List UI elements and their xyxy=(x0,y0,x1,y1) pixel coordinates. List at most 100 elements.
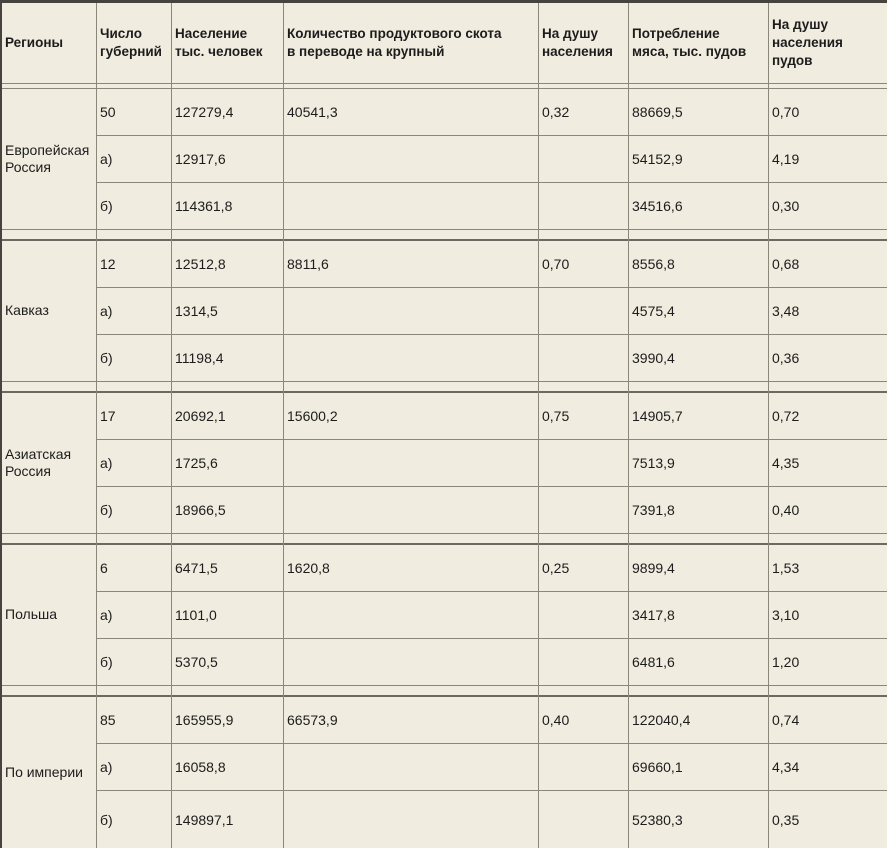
data-cell: б) xyxy=(100,198,113,214)
data-cell: 6481,6 xyxy=(632,654,675,670)
column-divider xyxy=(171,3,172,848)
table-row: б) 5370,5 6481,6 1,20 xyxy=(96,638,887,685)
data-cell: 7513,9 xyxy=(632,455,675,471)
region-group-caucasus: Кавказ 12 12512,8 8811,6 0,70 8556,8 0,6… xyxy=(2,239,887,382)
data-cell: 127279,4 xyxy=(175,104,234,120)
data-cell: 14905,7 xyxy=(632,408,683,424)
data-cell: 0,74 xyxy=(772,712,800,728)
data-cell: 0,68 xyxy=(772,256,800,272)
data-cell: 0,40 xyxy=(542,712,570,728)
data-cell: а) xyxy=(100,759,113,775)
column-divider xyxy=(768,3,769,848)
data-cell: а) xyxy=(100,303,113,319)
data-cell: 0,40 xyxy=(772,502,800,518)
table-row: б) 114361,8 34516,6 0,30 xyxy=(96,182,887,229)
data-cell: 18966,5 xyxy=(175,502,226,518)
data-cell xyxy=(283,288,538,334)
data-cell: 88669,5 xyxy=(632,104,683,120)
data-cell: 12 xyxy=(100,256,116,272)
data-cell: а) xyxy=(100,151,113,167)
header-cell-population: Население тыс. человек xyxy=(175,26,263,59)
table-row: а) 1725,6 7513,9 4,35 xyxy=(96,439,887,486)
data-cell: 1314,5 xyxy=(175,303,218,319)
table-row: б) 149897,1 52380,3 0,35 xyxy=(96,790,887,848)
data-cell: 1620,8 xyxy=(287,560,330,576)
table-row: б) 11198,4 3990,4 0,36 xyxy=(96,334,887,381)
table-row: а) 12917,6 54152,9 4,19 xyxy=(96,135,887,182)
data-cell xyxy=(538,440,628,486)
table-row: 85 165955,9 66573,9 0,40 122040,4 0,74 xyxy=(96,697,887,743)
header-cell-provinces-count: Число губерний xyxy=(100,26,162,59)
data-cell xyxy=(283,791,538,848)
data-cell: 4,34 xyxy=(772,759,800,775)
data-cell: 4,19 xyxy=(772,151,800,167)
data-cell xyxy=(538,136,628,182)
data-cell: 52380,3 xyxy=(632,811,683,828)
data-cell: 0,25 xyxy=(542,560,570,576)
region-group-european-russia: Европейская Россия 50 127279,4 40541,3 0… xyxy=(2,88,887,230)
data-cell: 3,48 xyxy=(772,303,800,319)
table-row: а) 1314,5 4575,4 3,48 xyxy=(96,287,887,334)
data-cell: 0,30 xyxy=(772,198,800,214)
data-cell xyxy=(283,487,538,533)
header-cell-regions: Регионы xyxy=(5,35,64,51)
data-cell: 122040,4 xyxy=(632,712,691,728)
data-cell: 5370,5 xyxy=(175,654,218,670)
data-cell: 17 xyxy=(100,408,116,424)
column-divider xyxy=(283,3,284,848)
data-cell: 4575,4 xyxy=(632,303,675,319)
data-cell: 1725,6 xyxy=(175,455,218,471)
region-cell: По империи xyxy=(5,763,83,780)
data-cell xyxy=(538,639,628,685)
data-cell: б) xyxy=(100,654,113,670)
data-cell xyxy=(283,744,538,790)
data-cell: 3,10 xyxy=(772,607,800,623)
data-cell: а) xyxy=(100,607,113,623)
data-cell: 3417,8 xyxy=(632,607,675,623)
data-cell xyxy=(538,335,628,381)
data-cell: 20692,1 xyxy=(175,408,226,424)
data-cell: 8556,8 xyxy=(632,256,675,272)
data-cell: 0,35 xyxy=(772,811,800,828)
data-cell: 85 xyxy=(100,712,116,728)
data-cell xyxy=(283,335,538,381)
data-cell xyxy=(283,183,538,229)
region-cell: Польша xyxy=(5,606,58,623)
header-cell-percapita-livestock: На душу населения xyxy=(542,26,613,59)
table-row: 50 127279,4 40541,3 0,32 88669,5 0,70 xyxy=(96,89,887,135)
table-row: б) 18966,5 7391,8 0,40 xyxy=(96,486,887,533)
data-cell: 12917,6 xyxy=(175,151,226,167)
data-cell xyxy=(538,183,628,229)
data-cell xyxy=(538,592,628,638)
data-cell: 66573,9 xyxy=(287,712,338,728)
data-cell: 0,75 xyxy=(542,408,570,424)
data-cell: 3990,4 xyxy=(632,350,675,366)
data-cell xyxy=(538,744,628,790)
data-cell: 11198,4 xyxy=(175,350,224,366)
data-cell: 165955,9 xyxy=(175,712,234,728)
data-cell: 114361,8 xyxy=(175,198,233,214)
region-cell: Кавказ xyxy=(5,302,49,319)
data-cell: 4,35 xyxy=(772,455,800,471)
column-divider xyxy=(628,3,629,848)
data-cell: 15600,2 xyxy=(287,408,338,424)
data-cell: 0,32 xyxy=(542,104,570,120)
header-cell-livestock: Количество продуктового скота в переводе… xyxy=(287,26,502,59)
data-cell: 0,70 xyxy=(542,256,570,272)
data-cell xyxy=(283,440,538,486)
data-cell xyxy=(283,639,538,685)
column-divider xyxy=(96,3,97,848)
table-row: а) 16058,8 69660,1 4,34 xyxy=(96,743,887,790)
data-cell: 1,53 xyxy=(772,560,800,576)
table-row: 17 20692,1 15600,2 0,75 14905,7 0,72 xyxy=(96,393,887,439)
data-cell: 7391,8 xyxy=(632,502,675,518)
header-cell-percapita-poods: На душу населения пудов xyxy=(772,17,843,68)
region-group-empire-total: По империи 85 165955,9 66573,9 0,40 1220… xyxy=(2,695,887,848)
data-cell: 149897,1 xyxy=(175,811,234,828)
data-cell: а) xyxy=(100,455,113,471)
data-cell: 1,20 xyxy=(772,654,800,670)
data-cell: 12512,8 xyxy=(175,256,226,272)
region-group-asiatic-russia: Азиатская Россия 17 20692,1 15600,2 0,75… xyxy=(2,391,887,534)
data-cell: б) xyxy=(100,502,113,518)
data-cell: 0,36 xyxy=(772,350,800,366)
